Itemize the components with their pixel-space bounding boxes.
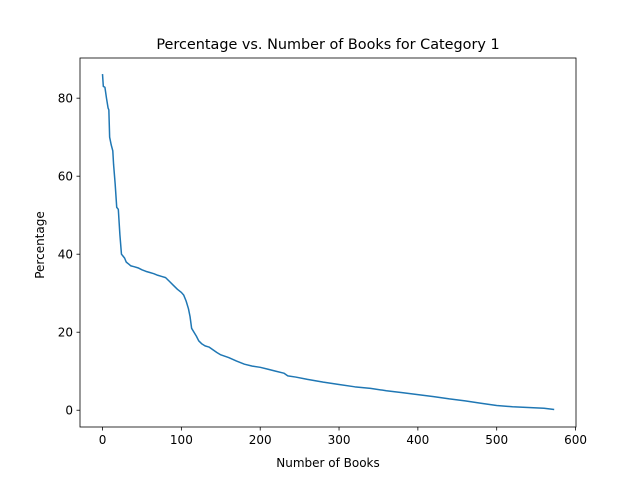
x-tick-label: 400: [406, 433, 429, 447]
x-axis-ticks: 0 100 200 300 400 500 600: [99, 427, 587, 447]
y-tick-label: 40: [58, 248, 73, 262]
series-line: [101, 73, 555, 411]
y-tick-label: 60: [58, 169, 73, 183]
x-tick-label: 500: [485, 433, 508, 447]
y-axis-label: Percentage: [33, 211, 47, 279]
x-axis-label: Number of Books: [276, 456, 380, 470]
y-tick-label: 80: [58, 91, 73, 105]
x-tick-label: 0: [99, 433, 107, 447]
y-tick-label: 20: [58, 326, 73, 340]
y-axis-ticks: 0 20 40 60 80: [58, 91, 80, 418]
plot-area-frame: [79, 57, 577, 428]
x-tick-label: 100: [170, 433, 193, 447]
x-tick-label: 600: [564, 433, 587, 447]
y-tick-label: 0: [65, 404, 73, 418]
series-layer: [101, 73, 555, 411]
x-tick-label: 300: [328, 433, 351, 447]
x-tick-label: 200: [249, 433, 272, 447]
chart-title: Percentage vs. Number of Books for Categ…: [156, 37, 499, 53]
